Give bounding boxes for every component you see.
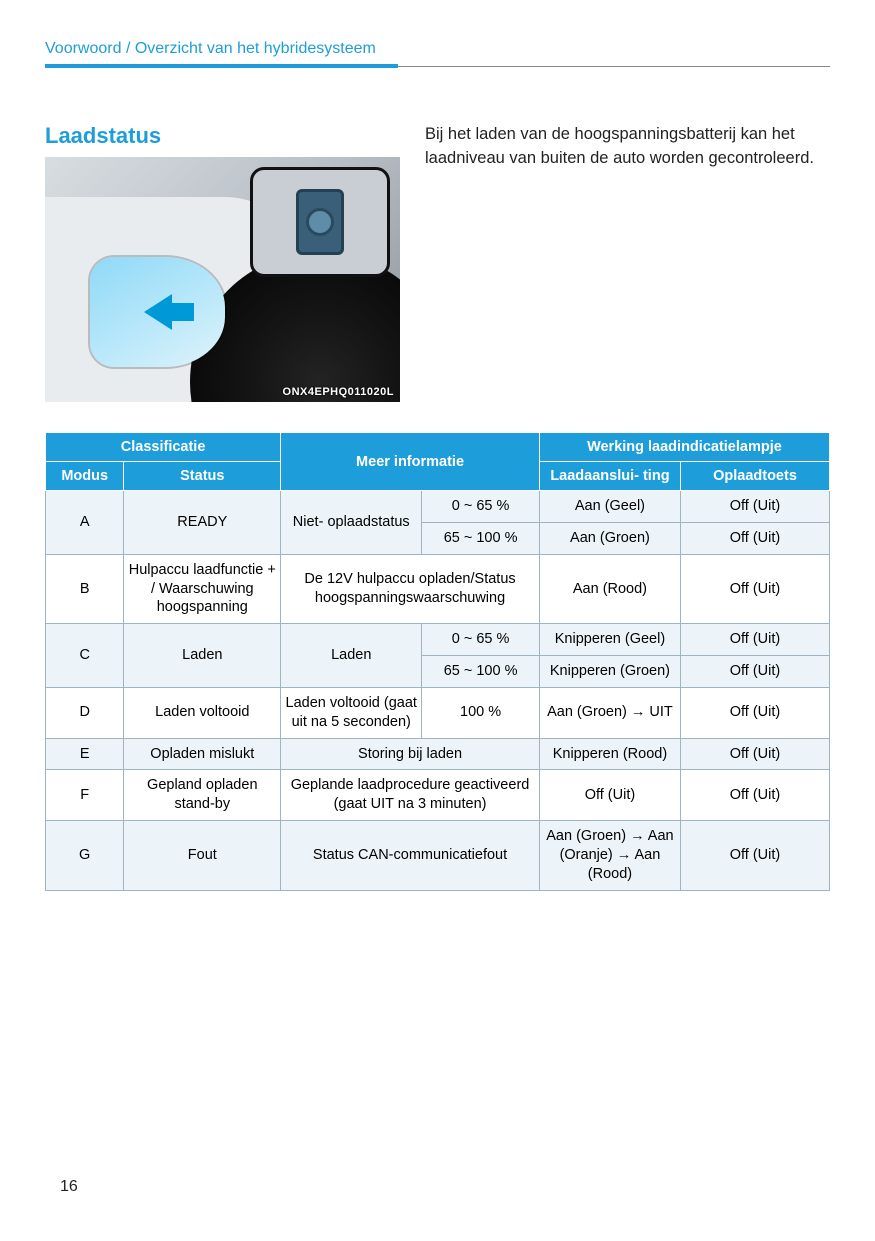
th-classificatie: Classificatie bbox=[46, 433, 281, 462]
intro-paragraph: Bij het laden van de hoogspanningsbatter… bbox=[425, 123, 830, 171]
cell-lamp: Aan (Groen) bbox=[539, 522, 680, 554]
cell-lamp: Knipperen (Groen) bbox=[539, 656, 680, 688]
charge-port-figure: ONX4EPHQ011020L bbox=[45, 157, 400, 402]
cell-status: Hulpaccu laadfunctie + / Waarschuwing ho… bbox=[124, 554, 281, 624]
cell-toets: Off (Uit) bbox=[681, 491, 830, 523]
charge-socket-icon bbox=[296, 189, 344, 255]
cell-range: 0 ~ 65 % bbox=[422, 624, 540, 656]
manual-page: Voorwoord / Overzicht van het hybridesys… bbox=[0, 0, 875, 891]
cell-lamp: Knipperen (Rood) bbox=[539, 738, 680, 770]
cell-lamp: Aan (Groen) → Aan (Oranje) → Aan (Rood) bbox=[539, 821, 680, 891]
table-header: Classificatie Meer informatie Werking la… bbox=[46, 433, 830, 491]
cell-toets: Off (Uit) bbox=[681, 770, 830, 821]
cell-toets: Off (Uit) bbox=[681, 687, 830, 738]
cell-info: Status CAN-communicatiefout bbox=[281, 821, 540, 891]
cell-range: 0 ~ 65 % bbox=[422, 491, 540, 523]
th-status: Status bbox=[124, 462, 281, 491]
th-meer-informatie: Meer informatie bbox=[281, 433, 540, 491]
cell-info: Laden voltooid (gaat uit na 5 seconden) bbox=[281, 687, 422, 738]
cell-status: Gepland opladen stand-by bbox=[124, 770, 281, 821]
cell-range: 65 ~ 100 % bbox=[422, 522, 540, 554]
cell-info: Storing bij laden bbox=[281, 738, 540, 770]
table-row: E Opladen mislukt Storing bij laden Knip… bbox=[46, 738, 830, 770]
cell-lamp: Knipperen (Geel) bbox=[539, 624, 680, 656]
table-row: F Gepland opladen stand-by Geplande laad… bbox=[46, 770, 830, 821]
charge-status-table: Classificatie Meer informatie Werking la… bbox=[45, 432, 830, 891]
th-werking: Werking laadindicatielampje bbox=[539, 433, 829, 462]
cell-toets: Off (Uit) bbox=[681, 624, 830, 656]
table-row: G Fout Status CAN-communicatiefout Aan (… bbox=[46, 821, 830, 891]
cell-status: Opladen mislukt bbox=[124, 738, 281, 770]
cell-toets: Off (Uit) bbox=[681, 554, 830, 624]
cell-modus: G bbox=[46, 821, 124, 891]
cell-toets: Off (Uit) bbox=[681, 656, 830, 688]
cell-info: Geplande laadprocedure geactiveerd (gaat… bbox=[281, 770, 540, 821]
cell-modus: C bbox=[46, 624, 124, 688]
breadcrumb: Voorwoord / Overzicht van het hybridesys… bbox=[45, 40, 830, 58]
charge-flap-icon bbox=[90, 257, 225, 367]
th-laadaansluiting: Laadaanslui- ting bbox=[539, 462, 680, 491]
cell-modus: F bbox=[46, 770, 124, 821]
cell-toets: Off (Uit) bbox=[681, 522, 830, 554]
cell-modus: D bbox=[46, 687, 124, 738]
cell-toets: Off (Uit) bbox=[681, 738, 830, 770]
cell-range: 100 % bbox=[422, 687, 540, 738]
cell-status: Laden voltooid bbox=[124, 687, 281, 738]
cell-range: 65 ~ 100 % bbox=[422, 656, 540, 688]
cell-lamp: Off (Uit) bbox=[539, 770, 680, 821]
arrow-left-icon bbox=[144, 294, 172, 330]
cell-lamp: Aan (Rood) bbox=[539, 554, 680, 624]
table-row: D Laden voltooid Laden voltooid (gaat ui… bbox=[46, 687, 830, 738]
section-title: Laadstatus bbox=[45, 123, 400, 149]
intro-row: Laadstatus ONX4EPHQ011020L Bij het laden… bbox=[45, 123, 830, 402]
cell-modus: E bbox=[46, 738, 124, 770]
cell-info: Laden bbox=[281, 624, 422, 688]
table-row: C Laden Laden 0 ~ 65 % Knipperen (Geel) … bbox=[46, 624, 830, 656]
cell-info: De 12V hulpaccu opladen/Status hoogspann… bbox=[281, 554, 540, 624]
cell-status: READY bbox=[124, 491, 281, 555]
table-row: B Hulpaccu laadfunctie + / Waarschuwing … bbox=[46, 554, 830, 624]
cell-modus: B bbox=[46, 554, 124, 624]
page-number: 16 bbox=[60, 1178, 78, 1196]
cell-lamp: Aan (Groen) → UIT bbox=[539, 687, 680, 738]
cell-status: Laden bbox=[124, 624, 281, 688]
cell-lamp: Aan (Geel) bbox=[539, 491, 680, 523]
figure-code: ONX4EPHQ011020L bbox=[283, 386, 394, 398]
header-rule bbox=[45, 64, 830, 68]
cell-info: Niet- oplaadstatus bbox=[281, 491, 422, 555]
cell-status: Fout bbox=[124, 821, 281, 891]
th-modus: Modus bbox=[46, 462, 124, 491]
th-oplaadtoets: Oplaadtoets bbox=[681, 462, 830, 491]
cell-toets: Off (Uit) bbox=[681, 821, 830, 891]
figure-inset bbox=[250, 167, 390, 277]
table-row: A READY Niet- oplaadstatus 0 ~ 65 % Aan … bbox=[46, 491, 830, 523]
cell-modus: A bbox=[46, 491, 124, 555]
